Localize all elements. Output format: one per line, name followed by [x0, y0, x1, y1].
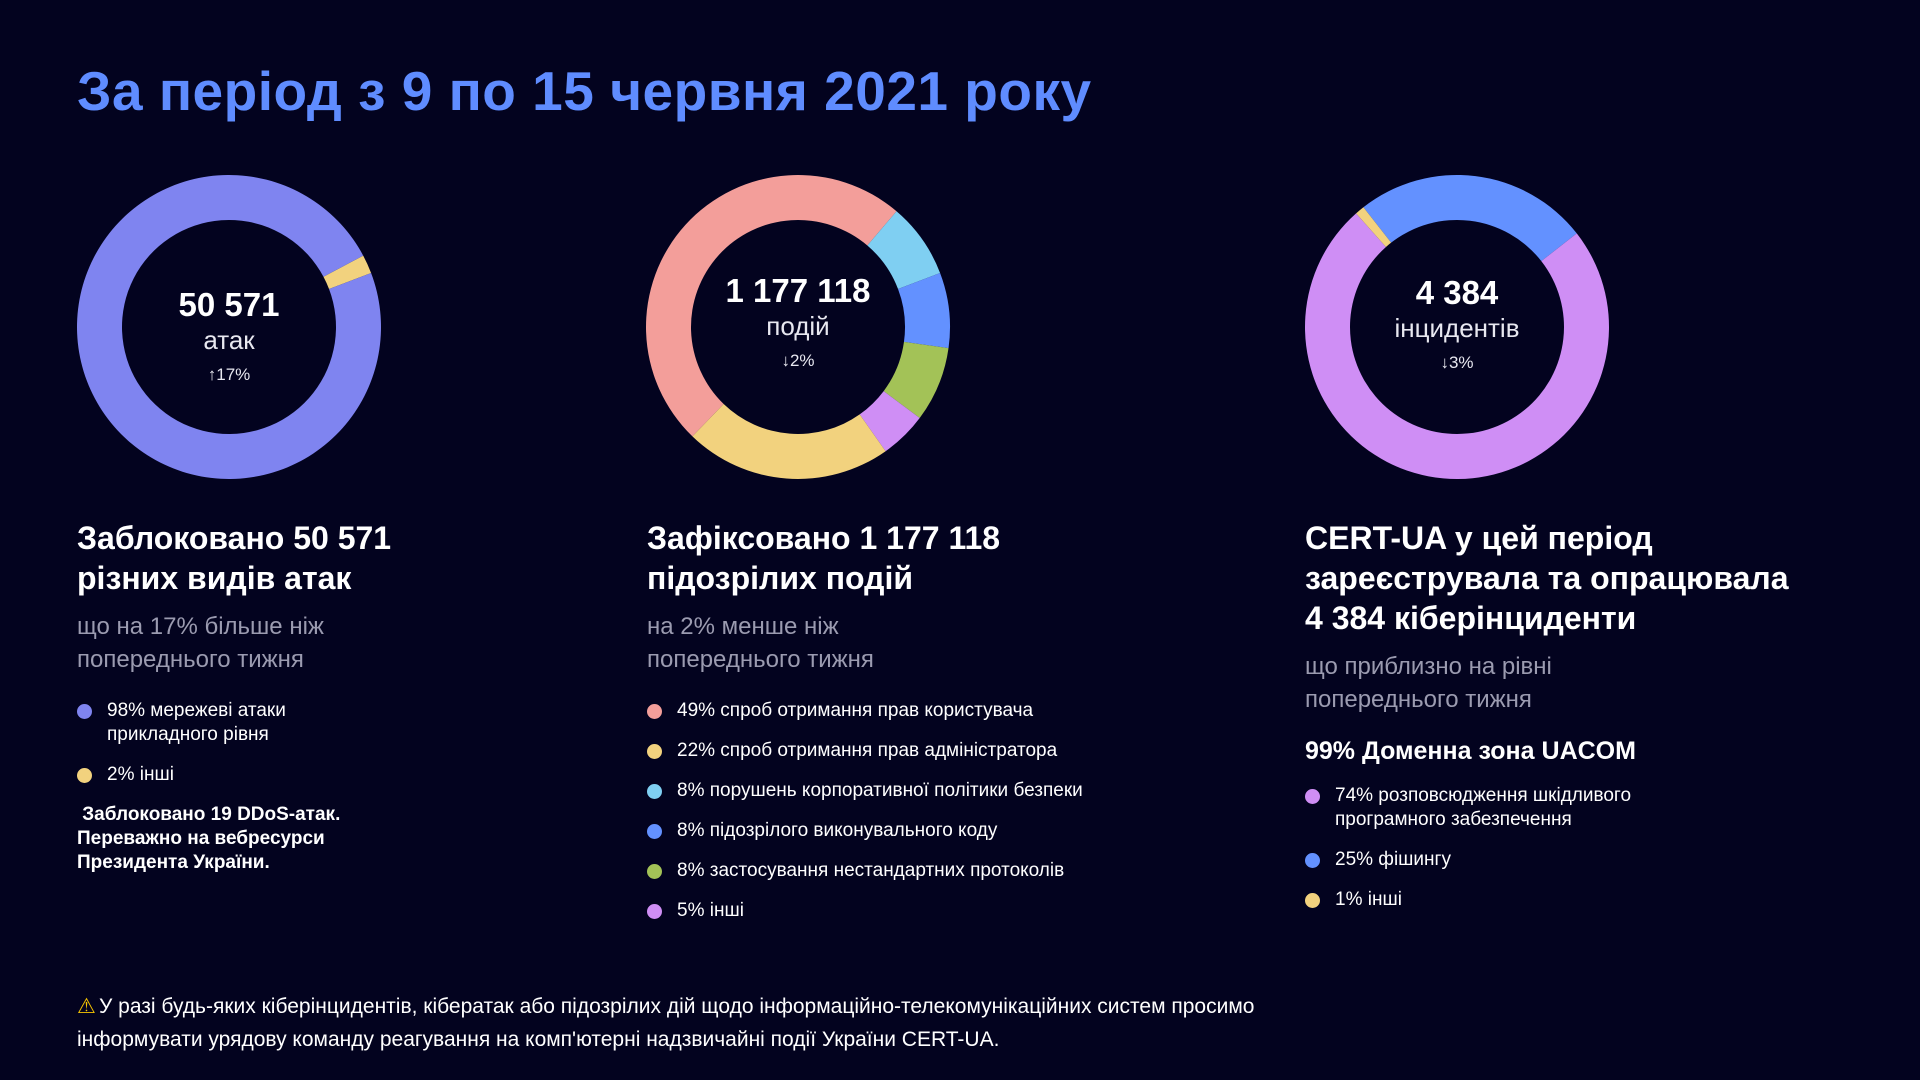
legend-label: 25% фішингу — [1335, 849, 1451, 870]
donut-slice — [867, 211, 941, 290]
donut-chart-attacks — [76, 175, 381, 479]
legend-dot-icon — [647, 824, 662, 839]
legend: 49% спроб отримання прав користувача 22% … — [647, 699, 1277, 923]
page-title: За період з 9 по 15 червня 2021 року — [77, 60, 1092, 122]
legend-dot-icon — [77, 768, 92, 783]
legend: 74% розповсюдження шкідливого програмног… — [1305, 784, 1725, 912]
subtitle-line: попереднього тижня — [77, 646, 304, 673]
legend-dot-icon — [1305, 789, 1320, 804]
subtitle-line: попереднього тижня — [1305, 686, 1532, 713]
heading-line: підозрілих подій — [647, 560, 914, 596]
legend-item: 74% розповсюдження шкідливого програмног… — [1305, 784, 1725, 832]
center-value: 1 177 118 — [725, 272, 871, 309]
donut-slice — [898, 273, 950, 349]
legend-label: 1% інші — [1335, 889, 1402, 910]
legend-label: 49% спроб отримання прав користувача — [677, 700, 1034, 721]
legend-item: 98% мережеві атаки прикладного рівня — [77, 699, 357, 747]
heading-line: Заблоковано 50 571 — [77, 520, 392, 556]
center-unit: інцидентів — [1394, 313, 1520, 343]
legend-label: 5% інші — [677, 900, 744, 921]
note-line: Президента України. — [77, 852, 270, 873]
legend-item: 1% інші — [1305, 888, 1725, 912]
donut-chart-incidents — [1305, 175, 1609, 479]
footer-line: У разі будь-яких кіберінцидентів, кібера… — [99, 995, 1255, 1018]
column-heading: Зафіксовано 1 177 118 підозрілих подій — [647, 518, 1277, 598]
legend-label: 22% спроб отримання прав адміністратора — [677, 740, 1058, 761]
legend-label: 8% застосування нестандартних протоколів — [677, 860, 1065, 881]
donut-slice — [76, 175, 381, 479]
center-change: ↓3% — [1440, 353, 1474, 372]
legend-dot-icon — [1305, 893, 1320, 908]
donut-slice — [1356, 207, 1392, 247]
donut-slice — [323, 255, 372, 290]
legend-item: 8% порушень корпоративної політики безпе… — [647, 779, 1277, 803]
note-line: Переважно на вебресурси — [77, 828, 325, 849]
legend-label: 98% мережеві атаки прикладного рівня — [107, 700, 286, 745]
donut-chart-events — [645, 174, 950, 479]
donut-slice — [1363, 175, 1577, 262]
donut-slice — [859, 391, 920, 452]
subtitle-line: що на 17% більше ніж — [77, 613, 324, 640]
legend-item: 8% підозрілого виконувального коду — [647, 819, 1277, 843]
column-heading: CERT-UA у цей період зареєструвала та оп… — [1305, 518, 1905, 638]
legend-label: 8% підозрілого виконувального коду — [677, 820, 998, 841]
column-heading: Заблоковано 50 571 різних видів атак — [77, 518, 577, 598]
center-value: 50 571 — [178, 286, 280, 323]
column-subtitle: на 2% менше ніж попереднього тижня — [647, 610, 1277, 676]
column-incidents: CERT-UA у цей період зареєструвала та оп… — [1305, 518, 1905, 928]
warning-icon: ⚠ — [77, 995, 96, 1018]
legend-item: 25% фішингу — [1305, 848, 1725, 872]
legend-item: 49% спроб отримання прав користувача — [647, 699, 1277, 723]
donut-slice — [1305, 213, 1609, 479]
donut-slice — [692, 403, 886, 479]
legend-item: 22% спроб отримання прав адміністратора — [647, 739, 1277, 763]
legend-dot-icon — [647, 864, 662, 879]
heading-line: CERT-UA у цей період — [1305, 520, 1653, 556]
footer-notice: ⚠ У разі будь-яких кіберінцидентів, кібер… — [77, 990, 1837, 1056]
heading-line: різних видів атак — [77, 560, 352, 596]
donut-center-events: 1 177 118 подій ↓2% — [643, 272, 953, 372]
subtitle-line: що приблизно на рівні — [1305, 653, 1552, 680]
heading-line: зареєструвала та опрацювала — [1305, 560, 1789, 596]
center-change: ↑17% — [207, 365, 251, 384]
legend-item: 8% застосування нестандартних протоколів — [647, 859, 1277, 883]
legend-item: 2% інші — [77, 763, 357, 787]
subtitle-line: на 2% менше ніж — [647, 613, 839, 640]
note-line: Заблоковано 19 DDoS-атак. — [77, 804, 341, 825]
heading-line: Зафіксовано 1 177 118 — [647, 520, 1001, 556]
legend-dot-icon — [647, 704, 662, 719]
legend-label: 8% порушень корпоративної політики безпе… — [677, 780, 1083, 801]
donut-slice — [883, 341, 949, 419]
footer-line: інформувати урядову команду реагування н… — [77, 1028, 1000, 1051]
legend-dot-icon — [647, 784, 662, 799]
donut-center-incidents: 4 384 інцидентів ↓3% — [1302, 274, 1612, 374]
legend-dot-icon — [77, 704, 92, 719]
column-events: Зафіксовано 1 177 118 підозрілих подій н… — [647, 518, 1277, 939]
legend-dot-icon — [1305, 853, 1320, 868]
legend-label: 2% інші — [107, 764, 174, 785]
center-unit: атак — [203, 325, 255, 355]
heading-line: 4 384 кіберінциденти — [1305, 600, 1637, 636]
legend-item: 5% інші — [647, 899, 1277, 923]
donut-slice — [645, 174, 897, 437]
legend-dot-icon — [647, 904, 662, 919]
legend-label: 74% розповсюдження шкідливого програмног… — [1335, 785, 1632, 830]
column-attacks: Заблоковано 50 571 різних видів атак що … — [77, 518, 577, 875]
subtitle-line: попереднього тижня — [647, 646, 874, 673]
center-value: 4 384 — [1415, 274, 1499, 311]
domain-zone-line: 99% Доменна зона UACOM — [1305, 737, 1636, 765]
center-change: ↓2% — [781, 351, 815, 370]
legend: 98% мережеві атаки прикладного рівня 2% і… — [77, 699, 357, 787]
donut-center-attacks: 50 571 атак ↑17% — [74, 286, 384, 386]
center-unit: подій — [766, 311, 830, 341]
legend-dot-icon — [647, 744, 662, 759]
column-subtitle: що приблизно на рівні попереднього тижня — [1305, 650, 1905, 716]
column-subtitle: що на 17% більше ніж попереднього тижня — [77, 610, 577, 676]
ddos-note: Заблоковано 19 DDoS-атак. Переважно на в… — [77, 803, 577, 875]
